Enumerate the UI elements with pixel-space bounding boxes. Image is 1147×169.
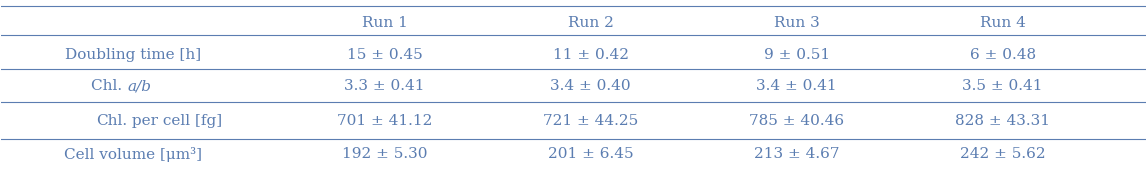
Text: 15 ± 0.45: 15 ± 0.45 bbox=[346, 48, 422, 62]
Text: 3.3 ± 0.41: 3.3 ± 0.41 bbox=[344, 79, 424, 93]
Text: Run 4: Run 4 bbox=[980, 16, 1025, 30]
Text: 785 ± 40.46: 785 ± 40.46 bbox=[749, 114, 844, 128]
Text: 242 ± 5.62: 242 ± 5.62 bbox=[960, 147, 1045, 161]
Text: a/b: a/b bbox=[127, 79, 151, 93]
Text: 828 ± 43.31: 828 ± 43.31 bbox=[955, 114, 1051, 128]
Text: 192 ± 5.30: 192 ± 5.30 bbox=[342, 147, 428, 161]
Text: 3.4 ± 0.41: 3.4 ± 0.41 bbox=[756, 79, 837, 93]
Text: Cell volume [μm³]: Cell volume [μm³] bbox=[64, 147, 202, 162]
Text: 3.4 ± 0.40: 3.4 ± 0.40 bbox=[551, 79, 631, 93]
Text: 6 ± 0.48: 6 ± 0.48 bbox=[969, 48, 1036, 62]
Text: 11 ± 0.42: 11 ± 0.42 bbox=[553, 48, 629, 62]
Text: Run 2: Run 2 bbox=[568, 16, 614, 30]
Text: Run 3: Run 3 bbox=[774, 16, 819, 30]
Text: Doubling time [h]: Doubling time [h] bbox=[65, 48, 201, 62]
Text: 213 ± 4.67: 213 ± 4.67 bbox=[754, 147, 840, 161]
Text: 721 ± 44.25: 721 ± 44.25 bbox=[543, 114, 638, 128]
Text: 9 ± 0.51: 9 ± 0.51 bbox=[764, 48, 829, 62]
Text: Chl.: Chl. bbox=[96, 114, 127, 128]
Text: Chl.: Chl. bbox=[92, 79, 127, 93]
Text: 201 ± 6.45: 201 ± 6.45 bbox=[548, 147, 633, 161]
Text: Run 1: Run 1 bbox=[361, 16, 407, 30]
Text: 701 ± 41.12: 701 ± 41.12 bbox=[337, 114, 432, 128]
Text: 3.5 ± 0.41: 3.5 ± 0.41 bbox=[962, 79, 1043, 93]
Text: per cell [fg]: per cell [fg] bbox=[127, 114, 223, 128]
